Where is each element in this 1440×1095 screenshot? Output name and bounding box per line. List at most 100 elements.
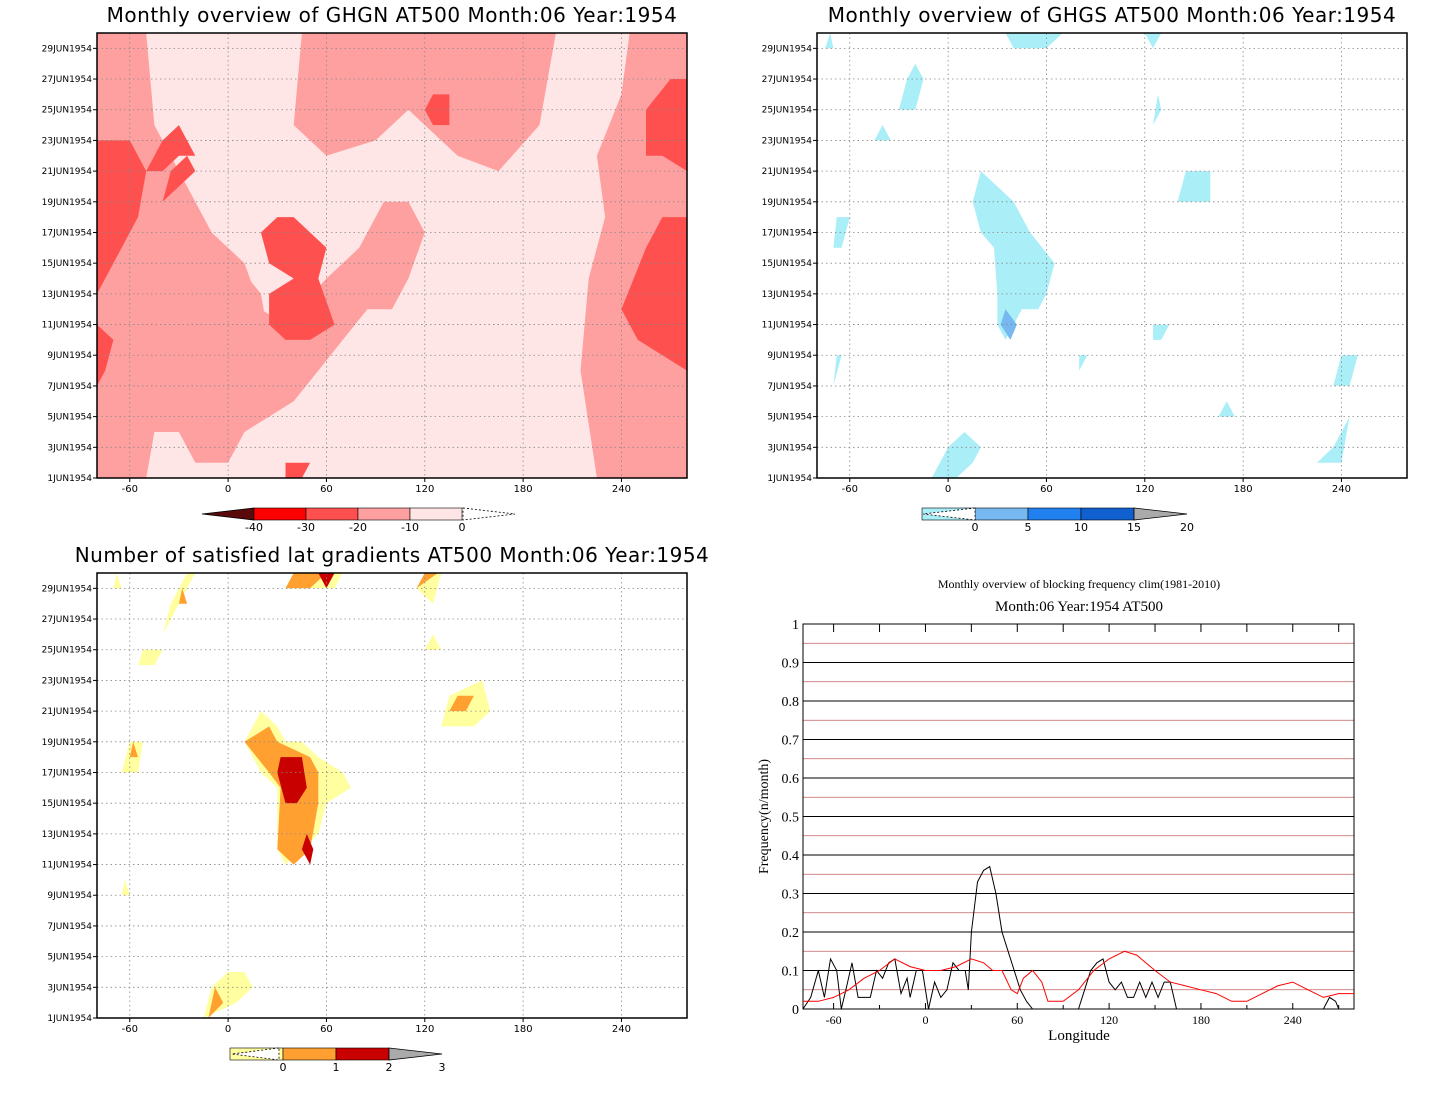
colorbar-label: 2: [386, 1061, 393, 1074]
plot-border: [96, 32, 688, 479]
y-tick-label: 0.3: [782, 888, 800, 903]
x-tick-label: 60: [320, 484, 333, 495]
y-tick-label: 15JUN1954: [762, 259, 813, 269]
contour-region-5-19: [931, 432, 981, 478]
contour-region-2-7: [208, 987, 224, 1018]
x-tick-label: 240: [612, 484, 631, 495]
colorbar-label: 10: [1074, 521, 1088, 534]
contour-region-2-2: [178, 588, 188, 604]
colorbar-open-triangle: [922, 507, 976, 521]
contour-region--20-9: [285, 462, 311, 478]
contour-region--20-7: [646, 79, 687, 172]
colorbar-label: -10: [401, 521, 419, 534]
contour-region--20-0: [97, 140, 147, 294]
colorbar-label: 0: [459, 521, 466, 534]
contour-region-5-0: [1005, 33, 1063, 49]
series-line-1: [803, 950, 1354, 1002]
colorbar-swatch: [357, 507, 411, 521]
y-tick-label: 1JUN1954: [47, 474, 92, 484]
y-tick-label: 1JUN1954: [767, 474, 812, 484]
colorbar-swatch: [1027, 507, 1082, 521]
x-tick-label: 60: [1011, 1013, 1023, 1027]
y-tick-label: 0.5: [782, 811, 800, 826]
y-tick-label: 11JUN1954: [42, 861, 93, 871]
y-tick-label: 21JUN1954: [42, 707, 93, 717]
contour-region-1-0: [113, 573, 122, 589]
ghgs-chart: Monthly overview of GHGS AT500 Month:06 …: [762, 3, 1408, 534]
contour-region-5-15: [1333, 355, 1358, 386]
y-tick-label: 19JUN1954: [42, 198, 93, 208]
plot-border: [96, 572, 688, 1019]
y-tick-label: 13JUN1954: [42, 830, 93, 840]
chart-title: Monthly overview of GHGN AT500 Month:06 …: [107, 3, 678, 27]
y-tick-label: 3JUN1954: [47, 443, 92, 453]
y-tick-label: 23JUN1954: [42, 136, 93, 146]
colorbar-triangle: [388, 1047, 443, 1061]
contour-region--20-8: [424, 94, 450, 126]
chart-title: Number of satisfied lat gradients AT500 …: [75, 543, 710, 567]
y-tick-label: 13JUN1954: [42, 290, 93, 300]
colorbar-label: 20: [1180, 521, 1194, 534]
y-tick-label: 0.9: [782, 657, 800, 672]
y-tick-label: 21JUN1954: [42, 167, 93, 177]
colorbar-label: 0: [972, 521, 979, 534]
contour-region-1-11: [121, 879, 130, 896]
y-tick-label: 7JUN1954: [767, 382, 812, 392]
x-tick-label: -60: [122, 484, 138, 495]
x-tick-label: 240: [1284, 1013, 1302, 1027]
lat-gradient-chart: Number of satisfied lat gradients AT500 …: [42, 543, 710, 1074]
colorbar-swatch: [335, 1047, 390, 1061]
blocking-frequency-panel: Monthly overview of blocking frequency c…: [720, 540, 1440, 1091]
y-axis-label: Frequency(n/month): [757, 759, 772, 874]
y-tick-label: 9JUN1954: [47, 351, 92, 361]
x-tick-label: 180: [1234, 484, 1253, 495]
y-tick-label: 0.8: [782, 695, 800, 710]
x-tick-label: 0: [225, 484, 231, 495]
colorbar-label: -30: [297, 521, 315, 534]
colorbar-swatch: [253, 507, 307, 521]
contour-region-3-1: [277, 757, 307, 804]
y-tick-label: 19JUN1954: [762, 198, 813, 208]
contour-region-2-4: [449, 695, 474, 712]
colorbar-label: -20: [349, 521, 367, 534]
contour-region--20-1: [146, 125, 196, 172]
contour-region--10-2: [162, 232, 270, 417]
contour-region-5-10: [1153, 324, 1170, 340]
y-tick-label: 25JUN1954: [42, 106, 93, 116]
x-tick-label: 120: [415, 484, 434, 495]
contour-layer: [97, 33, 687, 478]
contour-region-5-8: [833, 217, 850, 248]
x-tick-label: 0: [945, 484, 951, 495]
colorbar-label: 1: [333, 1061, 340, 1074]
x-axis-label: Longitude: [1048, 1028, 1110, 1044]
y-tick-label: 25JUN1954: [762, 106, 813, 116]
colorbar-triangle: [1133, 507, 1188, 521]
y-tick-label: 21JUN1954: [762, 167, 813, 177]
colorbar-label: -40: [245, 521, 263, 534]
x-tick-label: 0: [922, 1013, 928, 1027]
contour-region-5-16: [1316, 416, 1350, 463]
lat-gradient-panel: Number of satisfied lat gradients AT500 …: [0, 540, 720, 1091]
x-tick-label: 180: [514, 1024, 533, 1035]
x-tick-label: 240: [612, 1024, 631, 1035]
y-tick-label: 15JUN1954: [42, 259, 93, 269]
ghgn-chart: Monthly overview of GHGN AT500 Month:06 …: [42, 3, 688, 534]
colorbar-open-triangle: [231, 1047, 280, 1061]
contour-region-5-2: [825, 33, 834, 49]
contour-region--10-1: [97, 33, 425, 478]
contour-region-1-9: [121, 741, 143, 773]
x-tick-label: -60: [122, 1024, 138, 1035]
y-tick-label: 11JUN1954: [42, 321, 93, 331]
contour-region-3-0: [318, 573, 335, 589]
y-tick-label: 0.4: [782, 849, 800, 864]
colorbar-label: 0: [280, 1061, 287, 1074]
x-tick-label: 180: [1192, 1013, 1210, 1027]
x-tick-label: 120: [1100, 1013, 1118, 1027]
x-tick-label: 120: [415, 1024, 434, 1035]
contour-region-2-0: [285, 573, 327, 589]
contour-region--20-6: [621, 217, 687, 371]
y-tick-label: 5JUN1954: [47, 413, 92, 423]
y-tick-label: 23JUN1954: [42, 676, 93, 686]
series-line-0: [802, 865, 1340, 1010]
y-tick-label: 0: [792, 1003, 799, 1018]
